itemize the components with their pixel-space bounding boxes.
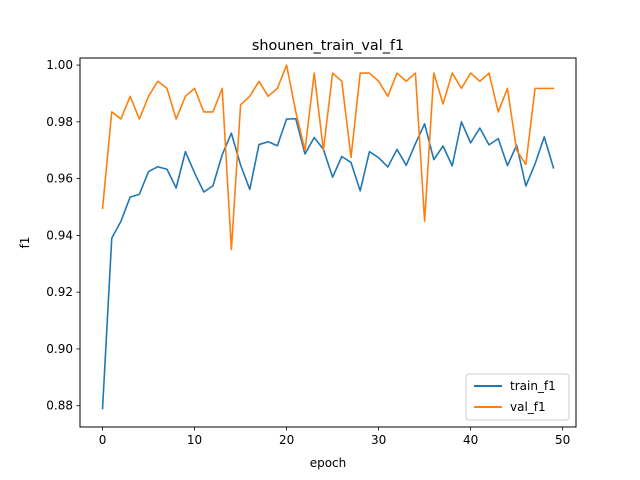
- x-tick-label: 30: [371, 433, 386, 447]
- x-tick-label: 20: [279, 433, 294, 447]
- y-tick-label: 0.92: [46, 285, 73, 299]
- y-axis-label: f1: [18, 237, 32, 249]
- legend: train_f1 val_f1: [465, 373, 570, 421]
- y-tick-label: 0.90: [46, 342, 73, 356]
- series-lines: [101, 64, 555, 410]
- x-tick-label: 0: [99, 433, 107, 447]
- y-tick-label: 0.98: [46, 115, 73, 129]
- series-line-train-f1: [101, 117, 555, 410]
- x-tick-label: 40: [463, 433, 478, 447]
- y-tick-label: 1.00: [46, 58, 73, 72]
- x-tick-label: 50: [555, 433, 570, 447]
- plot-frame: [79, 57, 577, 428]
- x-axis-label: epoch: [310, 456, 347, 470]
- legend-label-val-f1: val_f1: [510, 400, 546, 414]
- legend-label-train-f1: train_f1: [510, 379, 556, 393]
- series-line-val-f1: [101, 64, 555, 251]
- chart-title: shounen_train_val_f1: [252, 38, 404, 54]
- y-axis: 0.88 0.90 0.92 0.94 0.96 0.98 1.00: [46, 58, 80, 413]
- y-tick-label: 0.96: [46, 172, 73, 186]
- x-axis: 0 10 20 30 40 50: [99, 427, 570, 447]
- y-tick-label: 0.94: [46, 228, 73, 242]
- x-tick-label: 10: [187, 433, 202, 447]
- y-tick-label: 0.88: [46, 399, 73, 413]
